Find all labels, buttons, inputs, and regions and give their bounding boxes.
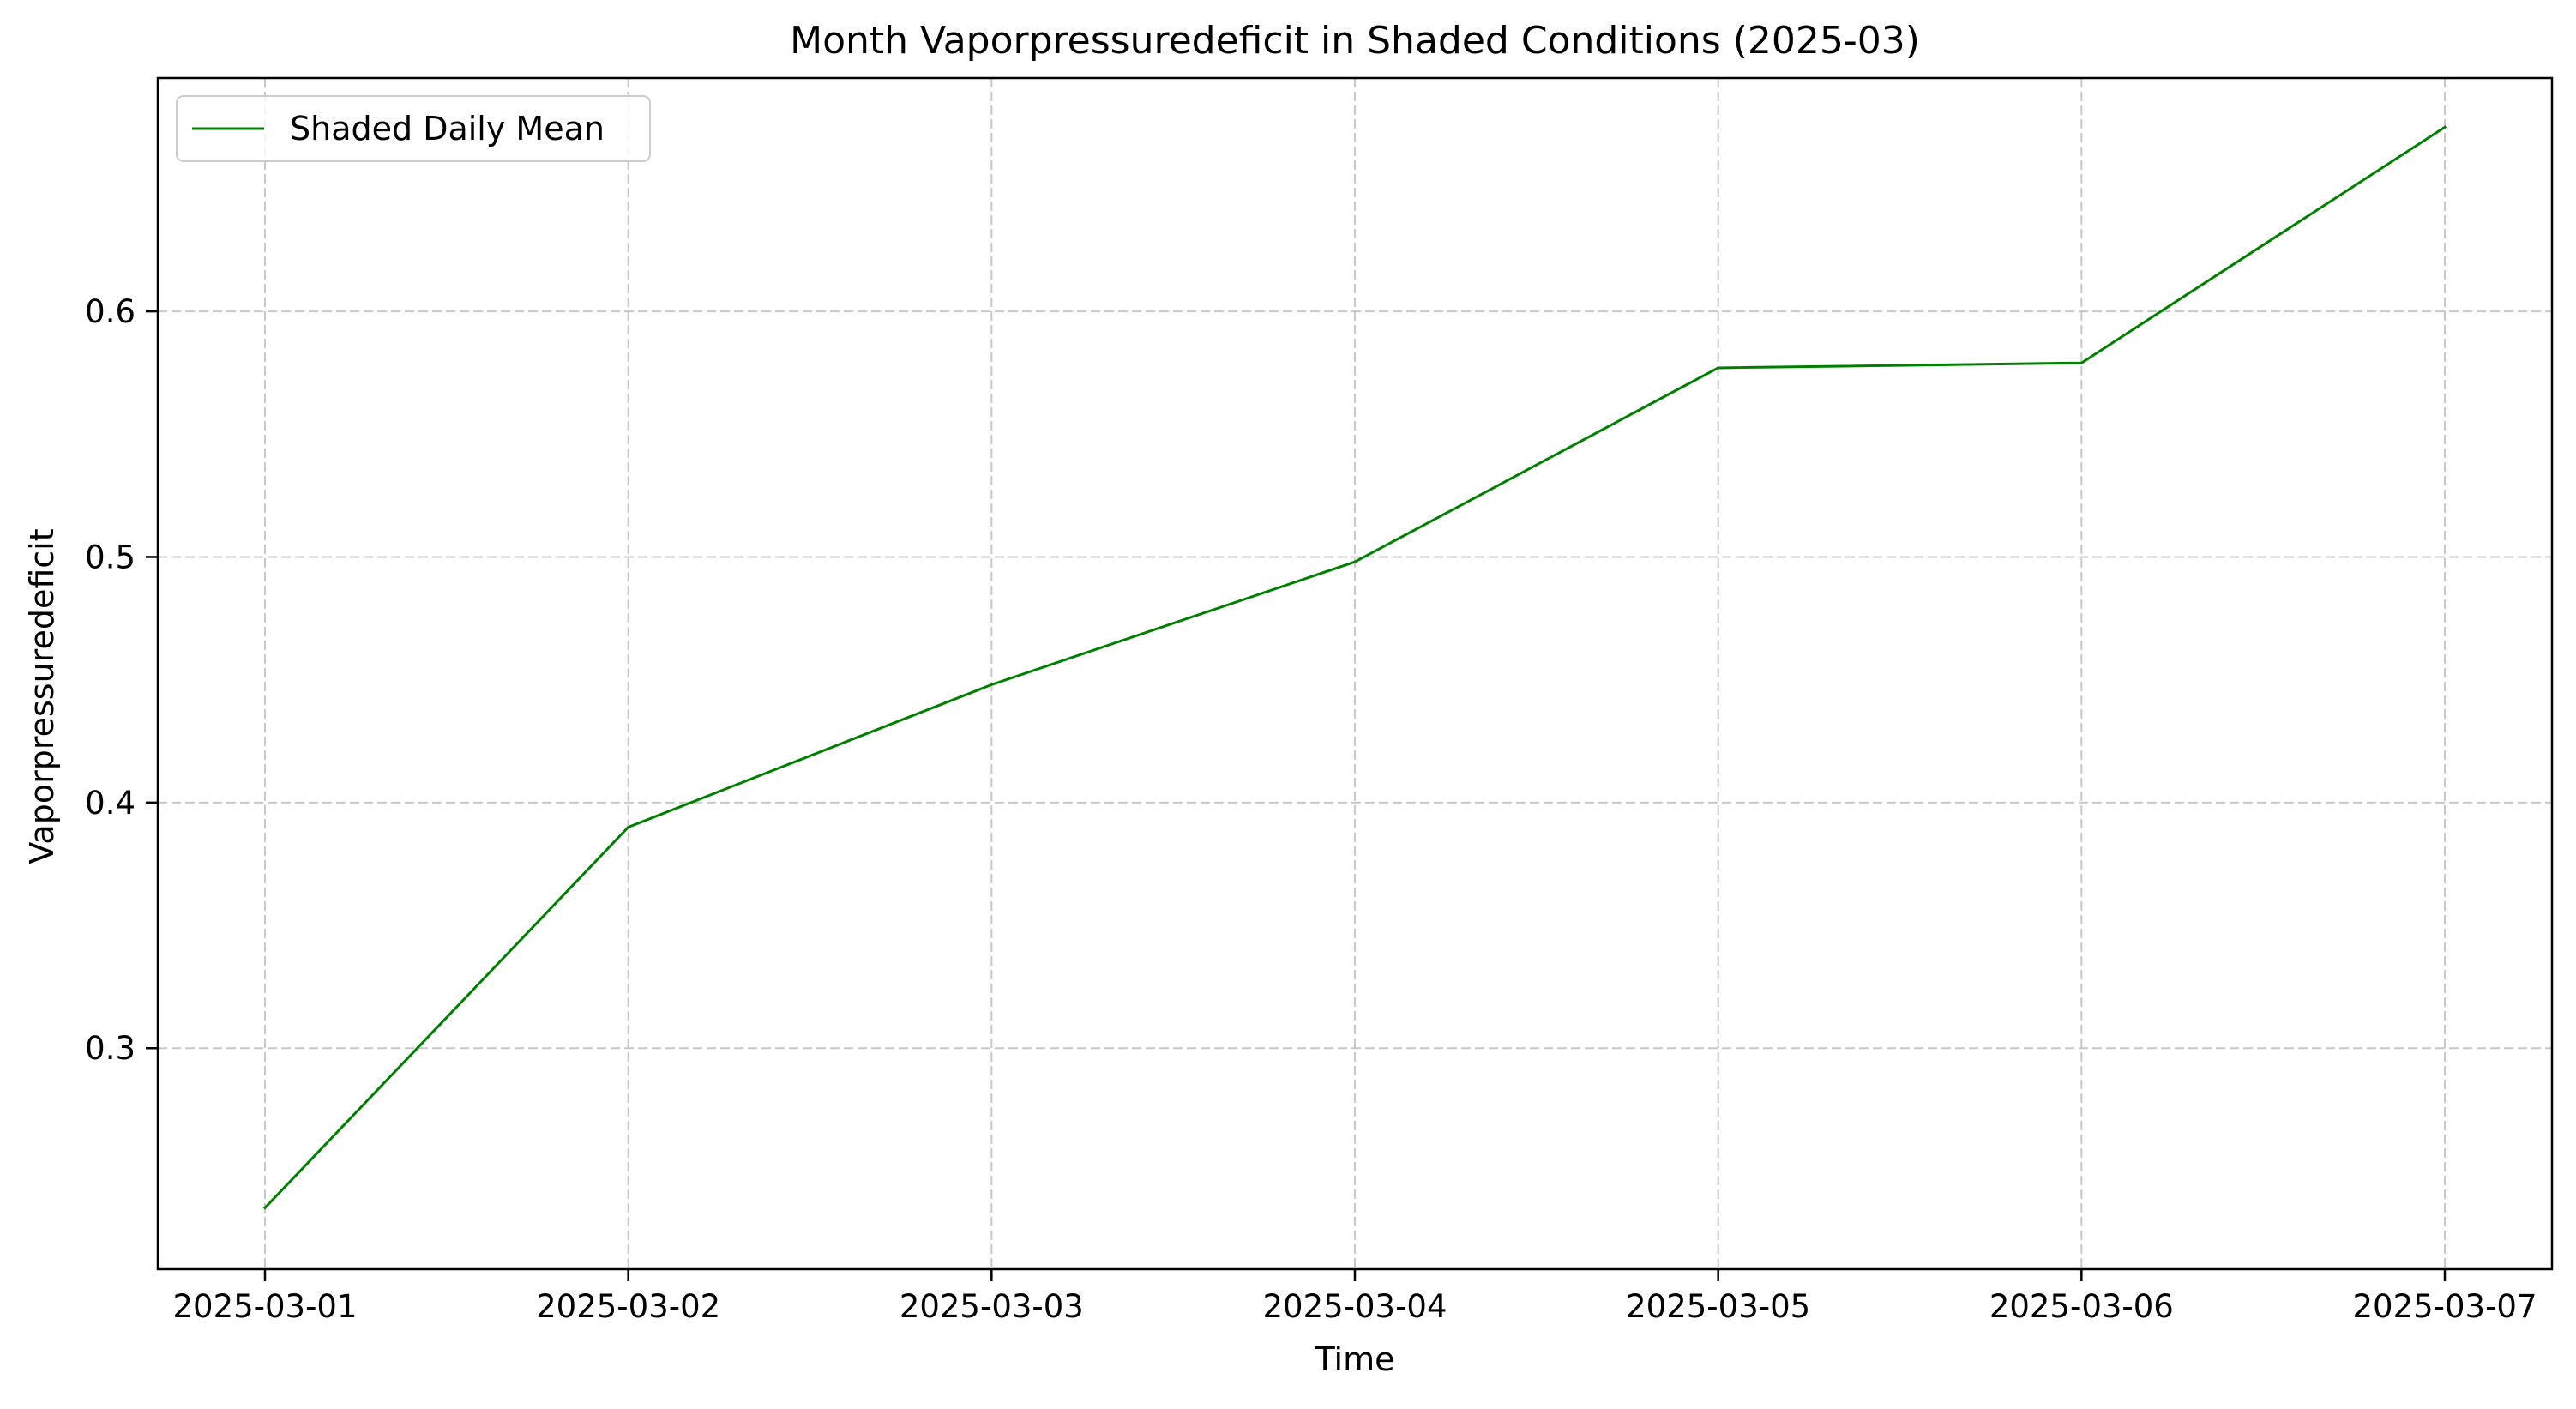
x-tick-label: 2025-03-05: [1626, 1288, 1810, 1325]
y-axis-label: Vaporpressuredeficit: [23, 528, 61, 864]
x-tick-label: 2025-03-04: [1262, 1288, 1447, 1325]
series-line: [262, 125, 2447, 1210]
legend-frame: [176, 95, 651, 162]
legend-label: Shaded Daily Mean: [290, 110, 605, 148]
y-tick-label: 0.6: [85, 293, 135, 330]
legend: Shaded Daily Mean: [176, 95, 651, 162]
chart-title: Month Vaporpressuredeficit in Shaded Con…: [790, 19, 1920, 63]
x-axis-label: Time: [1315, 1340, 1395, 1378]
y-tick-label: 0.5: [85, 539, 135, 575]
y-tick-label: 0.4: [85, 785, 135, 822]
grid-layer: [158, 78, 2552, 1269]
x-tick-label: 2025-03-02: [536, 1288, 720, 1325]
x-tick-label: 2025-03-07: [2352, 1288, 2537, 1325]
x-tick-label: 2025-03-06: [1989, 1288, 2174, 1325]
x-tick-label: 2025-03-03: [900, 1288, 1084, 1325]
x-tick-label: 2025-03-01: [172, 1288, 357, 1325]
tick-layer: 2025-03-01 2025-03-02 2025-03-03 2025-03-04…: [85, 293, 2537, 1325]
series-layer: [262, 125, 2447, 1210]
y-tick-label: 0.3: [85, 1030, 135, 1067]
